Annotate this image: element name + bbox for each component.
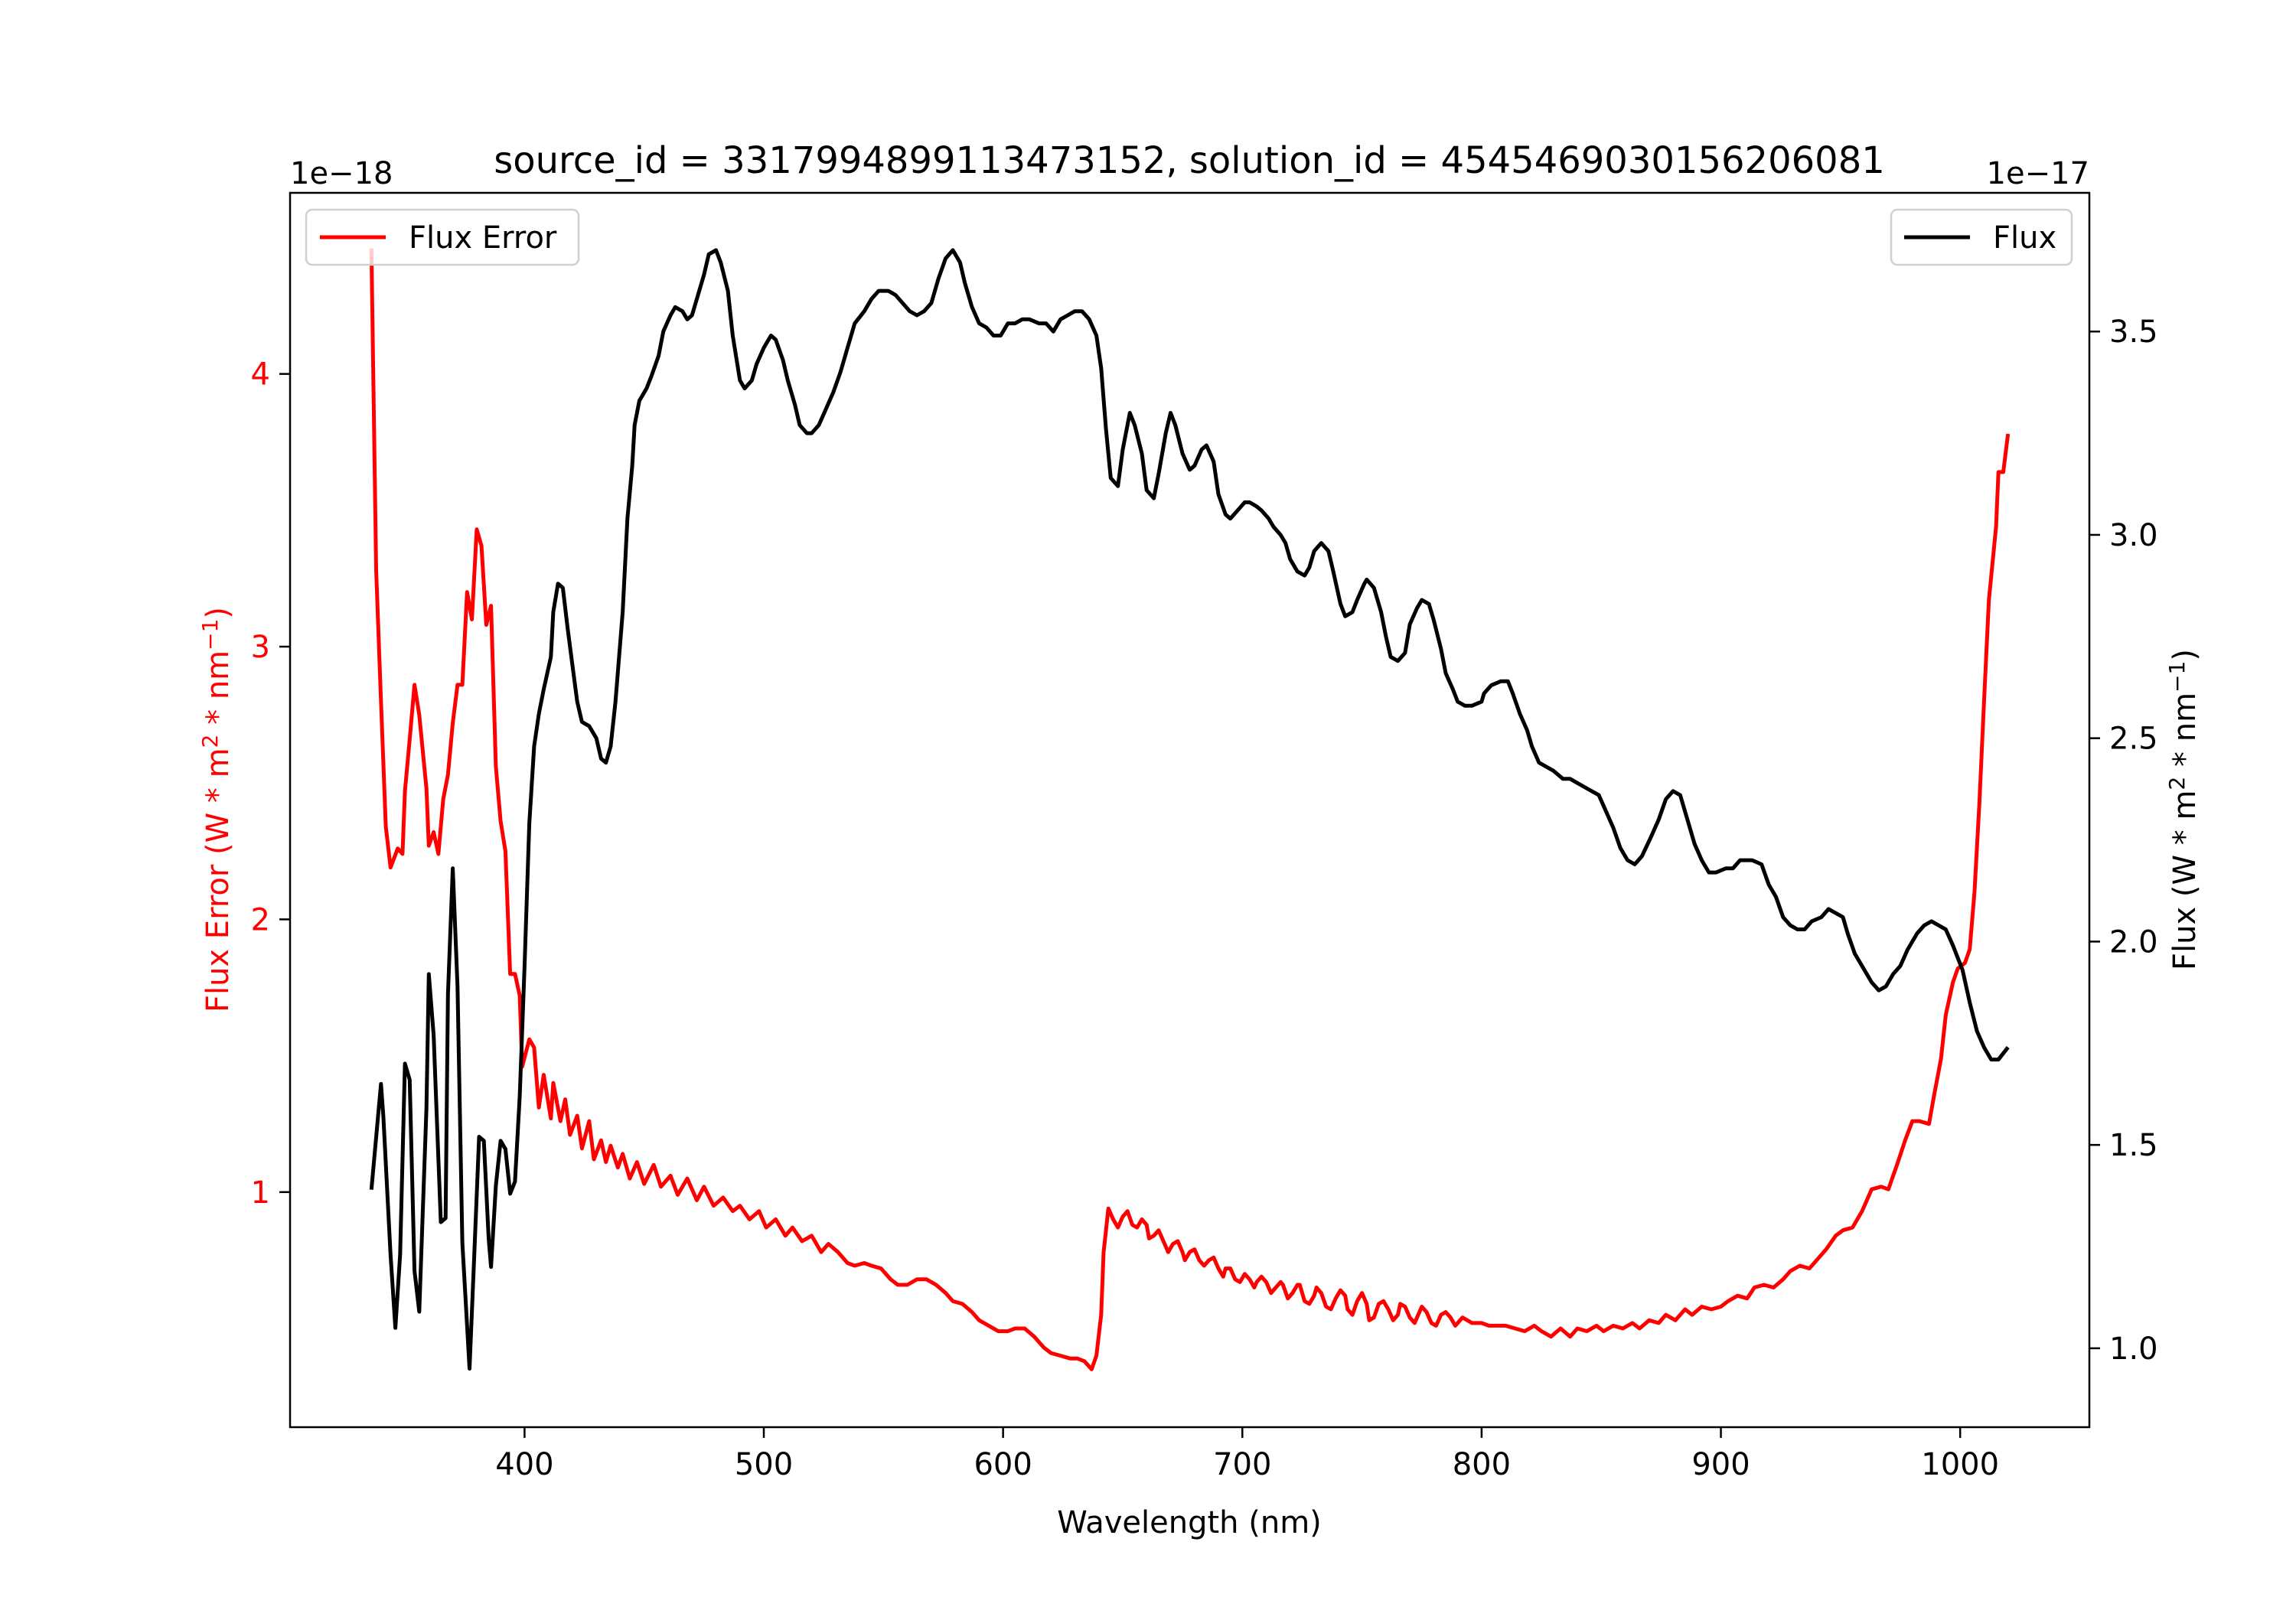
right-y-tick-label: 2.5	[2109, 722, 2158, 757]
series-line-flux-error	[369, 248, 2011, 1371]
axes-frame	[289, 191, 2091, 1429]
ylabel-left-sup: −1	[197, 619, 223, 650]
right-y-tick-label: 2.0	[2109, 924, 2158, 960]
legend-box	[1890, 208, 2073, 266]
right-y-tick-label: 3.0	[2109, 518, 2158, 553]
ylabel-left-part: * nm	[201, 650, 236, 735]
x-axis-label: Wavelength (nm)	[1057, 1505, 1322, 1540]
right-offset-text: 1e−17	[1987, 156, 2089, 191]
ylabel-left-sup: 2	[197, 735, 223, 748]
ylabel-left-part: )	[201, 607, 236, 619]
ylabel-right-sup: 2	[2164, 777, 2190, 790]
ylabel-right-part: )	[2167, 649, 2203, 661]
ylabel-left-part: Flux Error (W * m	[201, 748, 236, 1012]
left-y-tick-label: 4	[251, 357, 270, 393]
axis-ticks: 400 500 600 700 800 900 1000 1 2 3 4 1.0 1.5 2.0 2.5 3.…	[251, 315, 2158, 1482]
ylabel-right-part: * nm	[2167, 693, 2203, 777]
x-tick-label: 800	[1453, 1447, 1511, 1482]
right-y-tick-label: 3.5	[2109, 315, 2158, 350]
ylabel-right-part: Flux (W * m	[2167, 790, 2203, 970]
legend-label-flux: Flux	[1993, 220, 2056, 256]
x-tick-label: 600	[974, 1447, 1032, 1482]
right-y-tick-label: 1.0	[2109, 1332, 2158, 1367]
legend-flux: Flux	[1890, 208, 2073, 266]
right-y-tick-label: 1.5	[2109, 1128, 2158, 1163]
left-y-axis-label: Flux Error (W * m2 * nm−1)	[197, 607, 236, 1012]
left-y-tick-label: 2	[251, 902, 270, 937]
ylabel-right-sup: −1	[2164, 661, 2190, 693]
legend-label-flux-error: Flux Error	[409, 220, 557, 256]
x-tick-label: 400	[495, 1447, 553, 1482]
left-y-tick-label: 1	[251, 1175, 270, 1211]
x-tick-label: 700	[1213, 1447, 1271, 1482]
left-offset-text: 1e−18	[290, 156, 393, 191]
legend-box	[305, 208, 580, 266]
x-tick-label: 900	[1691, 1447, 1750, 1482]
left-y-tick-label: 3	[251, 630, 270, 665]
x-tick-label: 500	[735, 1447, 793, 1482]
x-tick-label: 1000	[1921, 1447, 1999, 1482]
legend-flux-error: Flux Error	[305, 208, 580, 266]
series-line-flux	[369, 248, 2010, 1371]
right-y-axis-label: Flux (W * m2 * nm−1)	[2164, 649, 2203, 970]
plot-area	[369, 248, 2011, 1371]
chart-title: source_id = 3317994899113473152, solutio…	[494, 139, 1885, 182]
